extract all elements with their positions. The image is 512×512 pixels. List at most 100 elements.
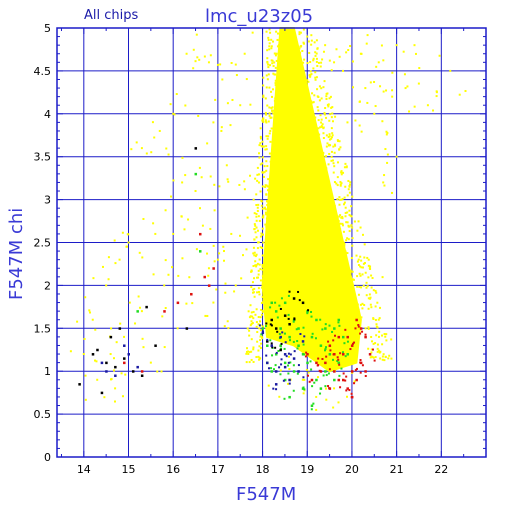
yellow-fuzz-point	[378, 330, 381, 333]
yellow-fuzz-point	[248, 329, 251, 332]
yellow-fuzz-point	[263, 165, 266, 168]
yellow-fuzz-point	[253, 251, 256, 254]
yellow-fuzz-point	[366, 285, 369, 288]
yellow-fuzz-point	[252, 317, 255, 320]
yellow-fuzz-point	[266, 104, 269, 107]
yellow-point	[235, 74, 238, 77]
yellow-fuzz-point	[253, 238, 256, 241]
yellow-point	[119, 322, 122, 325]
yellow-fuzz-point	[367, 297, 370, 300]
x-tick-label: 16	[166, 463, 180, 476]
yellow-fuzz-point	[247, 350, 250, 353]
yellow-fuzz-point	[265, 241, 268, 244]
green-point	[194, 172, 198, 176]
yellow-fuzz-point	[255, 215, 258, 218]
yellow-point	[113, 239, 116, 242]
red-point	[317, 364, 320, 367]
yellow-point	[366, 101, 369, 104]
yellow-fuzz-point	[268, 106, 271, 109]
yellow-fuzz-point	[325, 95, 328, 98]
yellow-fuzz-point	[349, 183, 352, 186]
yellow-point	[207, 267, 210, 270]
red-point	[354, 327, 357, 330]
yellow-point	[435, 91, 438, 94]
yellow-fuzz-point	[259, 316, 262, 319]
yellow-fuzz-point	[310, 100, 313, 103]
yellow-fuzz-point	[276, 85, 279, 88]
yellow-fuzz-point	[272, 109, 275, 112]
yellow-point	[230, 232, 233, 235]
red-point	[361, 364, 364, 367]
red-point	[350, 344, 354, 347]
yellow-fuzz-point	[270, 107, 273, 110]
yellow-fuzz-point	[272, 112, 275, 115]
yellow-fuzz-point	[343, 244, 346, 247]
x-tick-label: 20	[345, 463, 359, 476]
yellow-fuzz-point	[365, 281, 368, 284]
yellow-fuzz-point	[257, 323, 260, 326]
yellow-fuzz-point	[361, 307, 364, 310]
green-point	[333, 327, 336, 330]
yellow-fuzz-point	[325, 97, 328, 100]
yellow-fuzz-point	[341, 222, 344, 225]
yellow-fuzz-point	[265, 273, 268, 276]
green-point	[306, 361, 309, 365]
yellow-fuzz-point	[266, 213, 269, 216]
yellow-fuzz-point	[323, 113, 326, 116]
blue-point	[274, 370, 278, 373]
yellow-point	[112, 357, 115, 360]
yellow-fuzz-point	[259, 320, 262, 323]
yellow-point	[153, 136, 156, 139]
yellow-fuzz-point	[256, 262, 259, 265]
yellow-fuzz-point	[268, 86, 271, 89]
yellow-fuzz-point	[266, 78, 269, 81]
yellow-point	[195, 33, 198, 36]
green-point	[310, 368, 313, 371]
yellow-fuzz-point	[261, 207, 264, 210]
blue-point	[288, 382, 291, 385]
yellow-fuzz-point	[346, 211, 349, 214]
yellow-fuzz-point	[358, 285, 361, 288]
yellow-fuzz-point	[308, 74, 311, 77]
red-point	[315, 361, 318, 365]
yellow-fuzz-point	[322, 132, 325, 135]
yellow-fuzz-point	[312, 67, 315, 70]
yellow-fuzz-point	[262, 84, 265, 87]
yellow-fuzz-point	[265, 86, 268, 89]
yellow-fuzz-point	[255, 321, 258, 324]
yellow-fuzz-point	[346, 237, 349, 240]
yellow-fuzz-point	[315, 76, 318, 79]
yellow-fuzz-point	[313, 94, 316, 97]
blue-point	[265, 354, 268, 357]
yellow-point	[345, 51, 348, 54]
black-point	[91, 353, 95, 356]
yellow-fuzz-point	[261, 268, 264, 271]
yellow-point	[347, 49, 350, 52]
yellow-point	[243, 180, 246, 183]
yellow-fuzz-point	[259, 135, 262, 138]
yellow-fuzz-point	[318, 99, 321, 102]
black-point	[270, 318, 273, 322]
yellow-fuzz-point	[251, 288, 254, 291]
yellow-fuzz-point	[337, 140, 340, 143]
yellow-fuzz-point	[258, 156, 261, 159]
yellow-fuzz-point	[298, 31, 301, 34]
red-point	[349, 348, 352, 351]
yellow-fuzz-point	[262, 120, 265, 123]
yellow-fuzz-point	[261, 227, 264, 230]
yellow-point	[325, 398, 328, 401]
red-point	[337, 335, 341, 339]
yellow-point	[385, 130, 388, 133]
yellow-fuzz-point	[273, 61, 276, 64]
yellow-fuzz-point	[249, 315, 252, 318]
red-point	[328, 344, 332, 347]
yellow-fuzz-point	[255, 253, 258, 256]
yellow-fuzz-point	[255, 219, 258, 222]
yellow-point	[181, 156, 184, 159]
yellow-fuzz-point	[267, 205, 270, 208]
black-point	[292, 297, 296, 300]
yellow-fuzz-point	[259, 127, 262, 130]
yellow-fuzz-point	[315, 127, 318, 130]
yellow-fuzz-point	[269, 31, 272, 34]
yellow-fuzz-point	[330, 155, 333, 158]
